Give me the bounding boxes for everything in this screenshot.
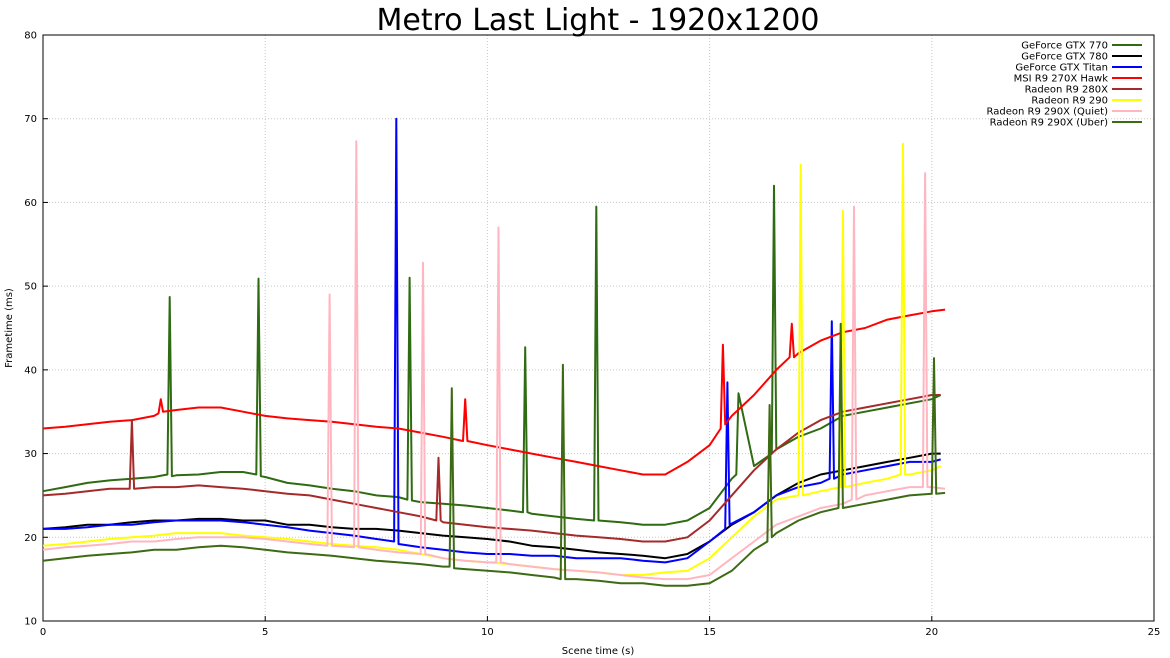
x-axis-title: Scene time (s) <box>562 646 635 657</box>
legend-label: GeForce GTX Titan <box>1015 63 1108 74</box>
x-tick-label: 10 <box>481 627 494 638</box>
x-tick-label: 0 <box>40 627 46 638</box>
y-tick-label: 70 <box>24 114 37 125</box>
series-layer <box>42 117 946 587</box>
legend-label: GeForce GTX 770 <box>1021 41 1108 52</box>
legend-label: MSI R9 270X Hawk <box>1014 74 1109 85</box>
series-line-radeon-r9-290 <box>42 142 942 576</box>
series-line-geforce-gtx-780 <box>42 452 941 560</box>
series-line-radeon-r9-290x-uber <box>42 322 946 587</box>
x-tick-label: 20 <box>925 627 938 638</box>
series-line-geforce-gtx-titan <box>43 117 941 564</box>
x-tick-label: 25 <box>1148 627 1161 638</box>
y-tick-label: 20 <box>24 533 37 544</box>
y-tick-label: 40 <box>24 365 37 376</box>
y-tick-label: 50 <box>24 282 37 293</box>
series-line-geforce-gtx-770 <box>42 184 942 526</box>
x-tick-label: 5 <box>262 627 268 638</box>
legend-label: Radeon R9 290X (Uber) <box>990 118 1108 129</box>
series-line-msi-r9-270x-hawk <box>42 308 946 476</box>
plot-frame <box>42 34 1155 622</box>
legend-label: Radeon R9 280X <box>1025 85 1109 96</box>
legend-label: Radeon R9 290X (Quiet) <box>987 107 1109 118</box>
chart-title: Metro Last Light - 1920x1200 <box>377 3 820 38</box>
y-tick-label: 60 <box>24 198 37 209</box>
y-axis-title: Frametime (ms) <box>4 288 15 368</box>
tick-layer: 0 5 10 15 20 25 10 20 30 40 50 60 70 80 <box>24 31 1160 639</box>
x-tick-label: 15 <box>703 627 716 638</box>
legend-label: Radeon R9 290 <box>1031 96 1108 107</box>
series-line-radeon-r9-280x <box>42 394 941 543</box>
series-line-radeon-r9-290x-quiet <box>42 140 946 581</box>
y-tick-label: 30 <box>24 449 37 460</box>
y-tick-label: 10 <box>24 617 37 628</box>
legend-label: GeForce GTX 780 <box>1021 52 1108 63</box>
y-tick-label: 80 <box>24 31 37 42</box>
